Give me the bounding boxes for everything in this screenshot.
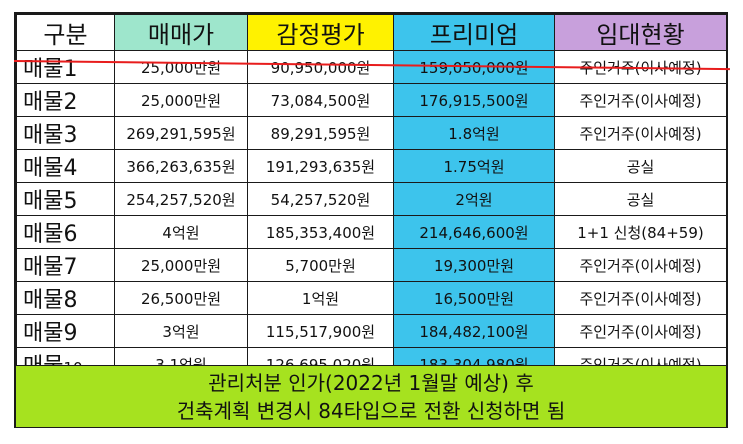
cell-price: 4억원 [114,215,248,249]
row-label-number: 7 [63,255,78,280]
table-row: 매물5 254,257,520원 54,257,520원 2억원 공실 [16,182,727,216]
row-label-number: 3 [63,123,78,148]
cell-appraisal: 54,257,520원 [247,182,394,216]
header-매매가: 매매가 [114,14,248,51]
row-label: 매물6 [16,215,115,249]
cell-price: 25,000만원 [114,83,248,117]
row-label-text: 매물 [23,222,64,247]
row-label: 매물3 [16,116,115,150]
cell-premium: 19,300만원 [393,248,555,282]
row-label: 매물4 [16,149,115,183]
row-label-text: 매물 [23,321,64,346]
cell-premium: 184,482,100원 [393,314,555,348]
cell-lease: 주인거주(이사예정) [554,281,727,315]
header-감정평가: 감정평가 [247,14,394,51]
note-footer: 관리처분 인가(2022년 1월말 예상) 후 건축계획 변경시 84타입으로 … [16,365,726,427]
table-row: 매물4 366,263,635원 191,293,635원 1.75억원 공실 [16,149,727,183]
cell-lease: 주인거주(이사예정) [554,248,727,282]
row-label: 매물2 [16,83,115,117]
row-label-text: 매물 [23,189,64,214]
cell-premium: 1.8억원 [393,116,555,150]
cell-price: 269,291,595원 [114,116,248,150]
row-label-number: 2 [63,90,78,115]
cell-lease: 1+1 신청(84+59) [554,215,727,249]
header-구분: 구분 [16,14,115,51]
note-line-2: 건축계획 변경시 84타입으로 전환 신청하면 됨 [176,398,566,423]
header-row: 구분 매매가 감정평가 프리미엄 임대현황 [16,14,727,51]
row-label-number: 5 [63,189,78,214]
row-label-text: 매물 [23,156,64,181]
cell-price: 254,257,520원 [114,182,248,216]
cell-premium: 16,500만원 [393,281,555,315]
row-label: 매물5 [16,182,115,216]
row-label: 매물7 [16,248,115,282]
cell-price: 3억원 [114,314,248,348]
row-label-number: 8 [63,288,78,313]
row-label-number: 4 [63,156,78,181]
cell-premium: 2억원 [393,182,555,216]
table-row: 매물3 269,291,595원 89,291,595원 1.8억원 주인거주(이사예정… [16,116,727,150]
cell-price: 26,500만원 [114,281,248,315]
cell-premium: 1.75억원 [393,149,555,183]
cell-appraisal: 191,293,635원 [247,149,394,183]
row-label-number: 6 [63,222,78,247]
table-row: 매물8 26,500만원 1억원 16,500만원 주인거주(이사예정) [16,281,727,315]
cell-appraisal: 90,950,000원 [247,50,394,84]
cell-lease: 공실 [554,182,727,216]
row-label-number: 9 [63,321,78,346]
row-label-text: 매물 [23,288,64,313]
cell-premium: 176,915,500원 [393,83,555,117]
cell-lease: 주인거주(이사예정) [554,314,727,348]
cell-lease: 주인거주(이사예정) [554,116,727,150]
cell-appraisal: 185,353,400원 [247,215,394,249]
table-row: 매물9 3억원 115,517,900원 184,482,100원 주인거주(이사예정) [16,314,727,348]
row-label-text: 매물 [23,255,64,280]
table-row: 매물2 25,000만원 73,084,500원 176,915,500원 주인거주(이… [16,83,727,117]
cell-appraisal: 5,700만원 [247,248,394,282]
cell-appraisal: 89,291,595원 [247,116,394,150]
cell-lease: 주인거주(이사예정) [554,83,727,117]
row-label-text: 매물 [23,123,64,148]
cell-lease: 공실 [554,149,727,183]
table-row: 매물6 4억원 185,353,400원 214,646,600원 1+1 신청(84+… [16,215,727,249]
header-프리미엄: 프리미엄 [393,14,555,51]
table-row: 매물7 25,000만원 5,700만원 19,300만원 주인거주(이사예정) [16,248,727,282]
cell-premium: 214,646,600원 [393,215,555,249]
cell-appraisal: 73,084,500원 [247,83,394,117]
cell-price: 25,000만원 [114,50,248,84]
cell-price: 25,000만원 [114,248,248,282]
cell-appraisal: 1억원 [247,281,394,315]
row-label-number: 1 [63,57,78,82]
note-line-1: 관리처분 인가(2022년 1월말 예상) 후 [208,370,534,395]
listing-table: 구분 매매가 감정평가 프리미엄 임대현황 매물1 25,000만원 90,950,… [16,14,727,414]
row-label: 매물9 [16,314,115,348]
row-label: 매물8 [16,281,115,315]
row-label: 매물1 [16,50,115,84]
header-임대현황: 임대현황 [554,14,727,51]
cell-price: 366,263,635원 [114,149,248,183]
cell-appraisal: 115,517,900원 [247,314,394,348]
listing-table-frame: 구분 매매가 감정평가 프리미엄 임대현황 매물1 25,000만원 90,950,… [14,12,728,428]
row-label-text: 매물 [23,90,64,115]
